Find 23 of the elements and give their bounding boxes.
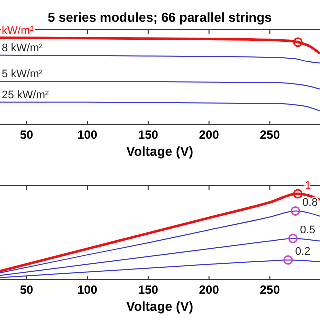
series-label: 25 kW/m² [2,89,50,102]
x-axis-title: Voltage (V) [126,144,194,159]
x-tick-label: 200 [199,283,220,297]
x-tick-label: 50 [20,283,34,297]
x-axis-title: Voltage (V) [126,299,194,314]
x-tick-label: 50 [20,128,34,142]
series-label: 5 kW/m² [2,68,44,80]
x-tick-label: 200 [199,128,220,142]
point [293,189,303,199]
x-tick-label: 250 [260,128,280,142]
x-tick-label: 150 [138,128,159,142]
point [290,206,300,216]
series-label: 0.8 [302,197,318,210]
series-label: 0.2 [295,246,311,258]
point [288,234,298,244]
x-tick-label: 100 [78,128,98,142]
series-label: 8 kW/m² [2,42,44,54]
x-tick-label: 150 [138,283,159,297]
series-label: 0.5 [300,224,316,237]
chart-title: 5 series modules; 66 parallel strings [48,10,272,25]
point [284,255,294,265]
x-tick-label: 100 [78,283,98,297]
x-tick-label: 250 [260,283,280,297]
